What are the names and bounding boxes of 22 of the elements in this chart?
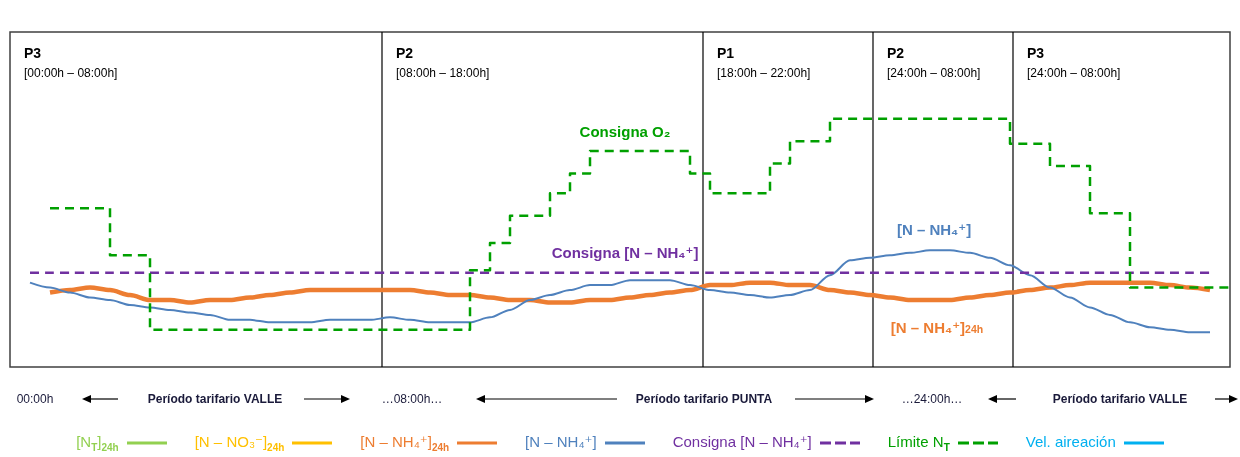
- legend-label: Límite N$_{T}$: [887, 433, 950, 453]
- text: …24:00h…: [901, 392, 963, 406]
- text: Período tarifario PUNTA: [635, 392, 773, 406]
- legend-label: [N – NH₄⁺]: [525, 433, 597, 450]
- text: 00:00h: [16, 392, 54, 406]
- text: P2 [08:00h – 18:00h]: [396, 45, 490, 80]
- legend-label: [N – NO₃⁻]$_{24h}$: [194, 433, 285, 453]
- annotation: Consigna [N – NH₄⁺]: [551, 243, 699, 261]
- legend-label: Vel. aireación: [1025, 433, 1116, 450]
- text: P3 [00:00h – 08:00h]: [24, 45, 118, 80]
- text: Período tarifario VALLE: [1052, 392, 1188, 406]
- legend-label: [N – NH₄⁺]$_{24h}$: [360, 433, 450, 453]
- legend-label: Consigna [N – NH₄⁺]: [672, 433, 812, 450]
- text: …08:00h…: [381, 392, 443, 406]
- legend-label: [N$_{T}$]$_{24h}$: [76, 433, 119, 453]
- text: Período tarifario VALLE: [147, 392, 283, 406]
- annotation: Consigna O₂: [579, 122, 671, 140]
- text: P3 [24:00h – 08:00h]: [1027, 45, 1121, 80]
- annotation: [N – NH₄⁺]24h: [890, 318, 984, 336]
- text: P2 [24:00h – 08:00h]: [887, 45, 981, 80]
- annotation: [N – NH₄⁺]: [896, 220, 972, 238]
- text: P1 [18:00h – 22:00h]: [717, 45, 811, 80]
